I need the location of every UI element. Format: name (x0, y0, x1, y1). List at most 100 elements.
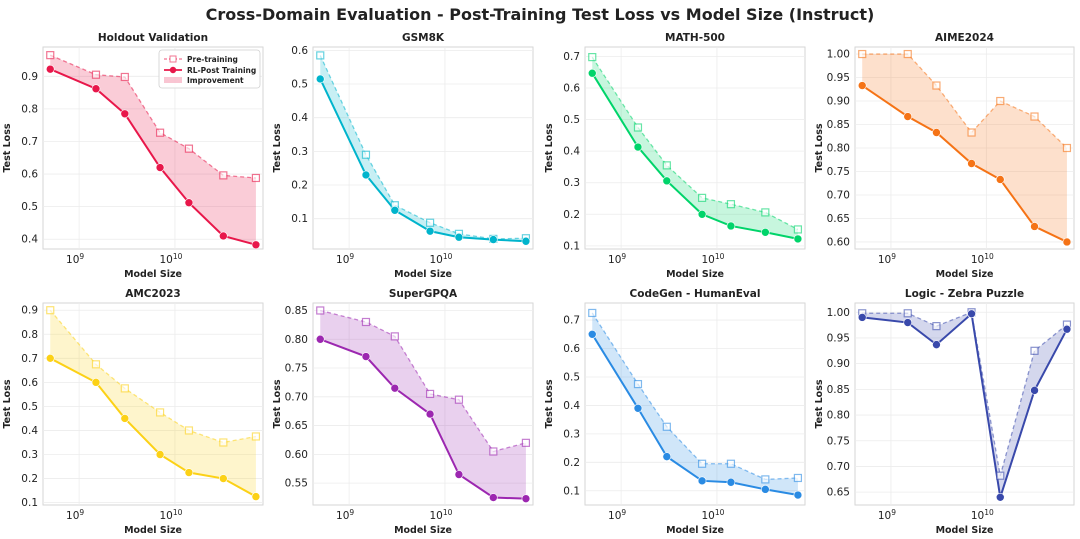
y-tick-label: 0.95 (827, 72, 850, 84)
x-axis-label: Model Size (666, 269, 724, 280)
y-tick-label: 0.8 (21, 103, 38, 115)
pre-training-point (633, 123, 643, 132)
y-tick-label: 0.6 (21, 169, 38, 181)
post-training-point (903, 318, 913, 327)
pre-training-point (1030, 112, 1039, 121)
pre-training-point (588, 308, 597, 318)
pre-training-point (316, 306, 325, 315)
y-tick-label: 0.90 (827, 96, 850, 108)
post-training-point (489, 235, 498, 244)
improvement-area (862, 54, 1067, 242)
y-tick-label: 0.70 (827, 189, 850, 201)
y-tick-label: 0.7 (21, 353, 38, 365)
post-training-point (315, 74, 325, 84)
y-tick-label: 0.70 (827, 461, 850, 473)
pre-training-point (184, 144, 194, 153)
post-training-point (662, 176, 672, 186)
legend-improvement-swatch (164, 77, 182, 83)
y-tick-label: 0.6 (21, 377, 38, 389)
post-training-point (45, 64, 55, 74)
post-training-point (726, 221, 736, 231)
pre-training-point (932, 322, 941, 331)
y-tick-label: 0.70 (285, 391, 308, 403)
y-tick-label: 0.4 (563, 400, 580, 412)
pre-training-point (316, 51, 325, 60)
pre-training-point (489, 447, 498, 456)
y-tick-label: 0.55 (285, 478, 308, 490)
plot-area (312, 46, 534, 250)
pre-training-point (251, 173, 261, 183)
post-training-point (633, 142, 643, 152)
y-axis-label: Test Loss (2, 123, 13, 172)
post-training-point (662, 452, 672, 461)
post-training-point (184, 198, 194, 208)
legend-pre-label: Pre-training (187, 55, 238, 64)
post-training-point (454, 232, 464, 242)
legend-box (158, 49, 261, 89)
x-tick-label: 1010 (429, 508, 452, 522)
chart-title: AMC2023 (125, 288, 181, 300)
post-training-point (425, 226, 435, 236)
x-tick-label: 109 (608, 508, 626, 522)
pre-training-point (91, 360, 101, 369)
post-training-point (155, 163, 165, 172)
y-tick-label: 0.85 (827, 119, 850, 131)
improvement-area (50, 310, 256, 497)
y-tick-label: 0.7 (563, 51, 580, 63)
post-training-point (1062, 237, 1072, 247)
x-axis-label: Model Size (394, 269, 452, 280)
post-training-point (361, 352, 371, 361)
y-tick-label: 0.9 (21, 71, 38, 83)
post-training-point (219, 474, 228, 483)
post-training-point (521, 236, 531, 246)
post-training-point (932, 340, 941, 349)
improvement-area (320, 55, 526, 242)
post-training-point (857, 313, 867, 322)
post-training-point (967, 159, 976, 168)
y-tick-label: 0.5 (291, 79, 308, 91)
post-training-point (91, 378, 101, 387)
x-axis-label: Model Size (666, 525, 724, 536)
y-axis-label: Test Loss (814, 123, 825, 172)
post-training-point (903, 112, 913, 121)
pre-training-point (967, 128, 976, 137)
pre-training-point (726, 459, 736, 468)
y-axis-label: Test Loss (544, 379, 555, 428)
legend-pre-marker (169, 55, 177, 63)
y-tick-label: 0.6 (563, 343, 580, 355)
plot-area (42, 302, 264, 506)
post-training-point (761, 485, 770, 494)
y-tick-label: 0.80 (827, 143, 850, 155)
x-tick-label: 1010 (159, 252, 182, 266)
improvement-area (862, 312, 1067, 498)
pre-training-point (219, 171, 228, 180)
y-tick-label: 0.5 (563, 371, 580, 383)
post-training-point (390, 205, 400, 215)
plot-area (854, 302, 1075, 506)
y-axis-label: Test Loss (814, 379, 825, 428)
pre-training-point (184, 426, 194, 435)
y-tick-label: 0.80 (827, 410, 850, 422)
pre-training-point (903, 309, 912, 318)
pre-training-point (361, 317, 371, 327)
y-tick-label: 0.5 (563, 114, 580, 126)
pre-training-point (219, 438, 228, 447)
post-training-point (45, 354, 55, 363)
chart-panel-1: 0.4 0.5 0.6 0.7 0.8 0.9 109 1010 Holdout Validat… (2, 32, 264, 280)
post-training-point (425, 409, 435, 419)
y-tick-label: 0.60 (285, 449, 308, 461)
post-training-point (361, 170, 371, 180)
x-tick-label: 1010 (429, 252, 452, 266)
pre-training-point (726, 200, 736, 209)
post-training-point (995, 492, 1005, 502)
chart-panel-6: 0.55 0.60 0.65 0.70 0.75 0.80 0.85 109 1010 Super… (272, 288, 534, 536)
pre-training-point (155, 408, 165, 417)
x-axis-label: Model Size (124, 525, 182, 536)
y-tick-label: 0.3 (563, 177, 580, 189)
pre-training-point (454, 395, 464, 404)
pre-training-point (761, 208, 770, 217)
x-axis-label: Model Size (394, 525, 452, 536)
plot-area (312, 302, 534, 506)
y-tick-label: 0.7 (21, 136, 38, 148)
y-tick-label: 0.2 (563, 457, 580, 469)
